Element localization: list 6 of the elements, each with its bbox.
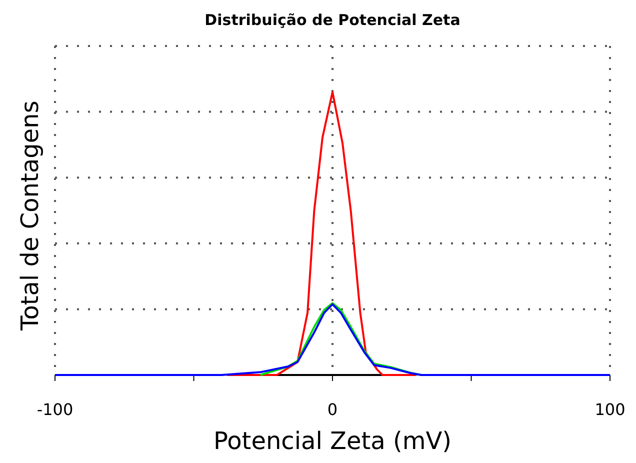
x-tick-label: -100 — [36, 400, 74, 419]
x-tick-label: 0 — [327, 400, 338, 419]
chart-title: Distribuição de Potencial Zeta — [204, 11, 460, 29]
y-axis-title: Total de Contagens — [16, 100, 44, 332]
x-axis-title: Potencial Zeta (mV) — [213, 427, 452, 455]
x-tick-label: 100 — [594, 400, 626, 419]
